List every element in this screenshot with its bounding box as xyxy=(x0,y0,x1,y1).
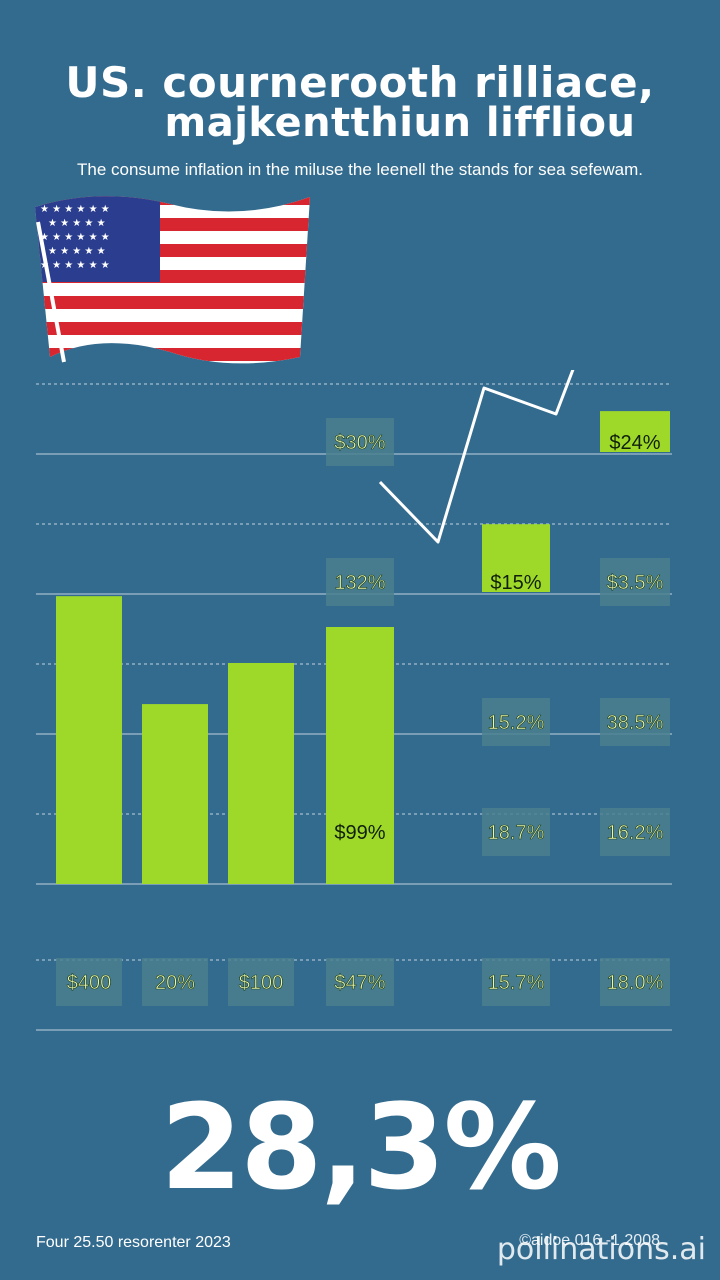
svg-text:★ ★ ★ ★ ★ ★: ★ ★ ★ ★ ★ ★ xyxy=(40,260,110,271)
value-cell xyxy=(600,808,670,856)
data-label: $15% xyxy=(490,572,541,594)
value-cell xyxy=(326,558,394,606)
data-label: 18.0% xyxy=(607,972,664,994)
bar xyxy=(482,524,550,592)
bar xyxy=(326,627,394,884)
data-label: 16.2% xyxy=(607,822,664,844)
footer-right: ©aidoe 016 -1 2008 xyxy=(519,1232,660,1249)
value-cell xyxy=(482,958,550,1006)
data-label: $3.5% xyxy=(607,572,664,594)
value-cell xyxy=(228,958,294,1006)
value-cell xyxy=(142,958,208,1006)
title-line-1: US. cournerooth rilliace, xyxy=(65,58,655,107)
data-label: $24% xyxy=(609,432,660,454)
svg-text:★ ★ ★ ★ ★ ★: ★ ★ ★ ★ ★ ★ xyxy=(40,204,110,215)
data-label: $47% xyxy=(334,972,385,994)
data-label: 38.5% xyxy=(607,712,664,734)
value-cell xyxy=(600,558,670,606)
bar xyxy=(142,704,208,884)
data-label: 15.7% xyxy=(488,972,545,994)
us-flag-icon: ★ ★ ★ ★ ★ ★ ★ ★ ★ ★ ★ ★ ★ ★ ★ ★ ★ ★ ★ ★ … xyxy=(35,196,310,364)
inflation-chart: $30% $24% 132% $15% $3.5% 15.2% 38.5% $99% 18.7%… xyxy=(36,370,672,1031)
value-cell xyxy=(482,698,550,746)
value-cell xyxy=(326,418,394,466)
highlight-value: 28,3% xyxy=(160,1078,561,1216)
value-cell xyxy=(482,808,550,856)
value-cell xyxy=(56,958,122,1006)
data-label: $30% xyxy=(334,432,385,454)
bar xyxy=(228,662,294,884)
data-label: $99% xyxy=(334,822,385,844)
value-cell xyxy=(326,958,394,1006)
svg-text:★ ★ ★ ★ ★ ★: ★ ★ ★ ★ ★ ★ xyxy=(40,232,110,243)
subtitle: The consume inflation in the miluse the … xyxy=(76,160,644,179)
title-line-2: majkentthiun liffliou xyxy=(164,100,636,146)
trend-line xyxy=(378,370,575,544)
svg-text:★ ★ ★ ★ ★: ★ ★ ★ ★ ★ xyxy=(48,218,106,229)
value-cell xyxy=(600,698,670,746)
data-label: 132% xyxy=(334,572,385,594)
footer-left: Four 25.50 resorenter 2023 xyxy=(36,1234,231,1251)
data-label: 15.2% xyxy=(488,712,545,734)
data-label: $400 xyxy=(67,972,112,994)
data-label: 20% xyxy=(155,972,195,994)
bar xyxy=(600,411,670,452)
data-label: $100 xyxy=(239,972,284,994)
data-label: 18.7% xyxy=(488,822,545,844)
bar xyxy=(56,596,122,884)
svg-text:★ ★ ★ ★ ★: ★ ★ ★ ★ ★ xyxy=(48,246,106,257)
watermark: pollinations.ai xyxy=(496,1232,706,1267)
value-cell xyxy=(600,958,670,1006)
